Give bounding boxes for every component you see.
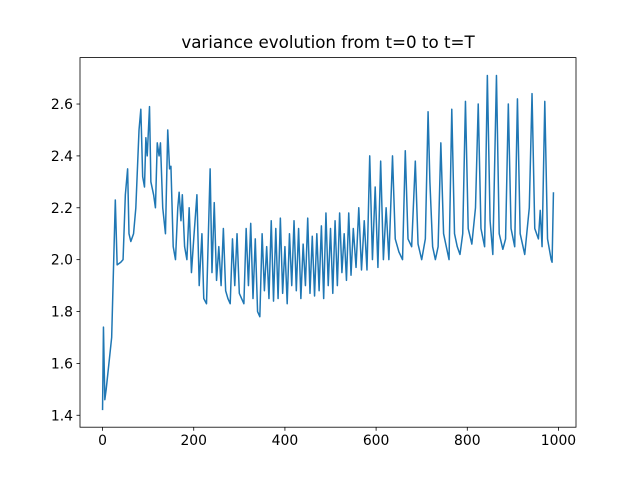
y-tick-label: 1.8 <box>51 305 73 321</box>
axes-frame <box>79 57 577 428</box>
x-tick-label: 400 <box>272 433 299 449</box>
y-tick-label: 2.0 <box>51 253 73 269</box>
x-tick-label: 600 <box>363 433 390 449</box>
x-tick-label: 800 <box>454 433 481 449</box>
y-tick-label: 1.4 <box>51 408 73 424</box>
data-line <box>101 74 555 411</box>
y-tick-label: 1.6 <box>51 356 73 372</box>
y-tick-label: 2.2 <box>51 201 73 217</box>
x-tick-label: 0 <box>98 433 107 449</box>
x-tick-label: 1000 <box>541 433 576 449</box>
y-tick-label: 2.4 <box>51 149 73 165</box>
chart-title: variance evolution from t=0 to t=T <box>181 32 475 52</box>
y-tick-label: 2.6 <box>51 97 73 113</box>
x-tick-label: 200 <box>180 433 207 449</box>
